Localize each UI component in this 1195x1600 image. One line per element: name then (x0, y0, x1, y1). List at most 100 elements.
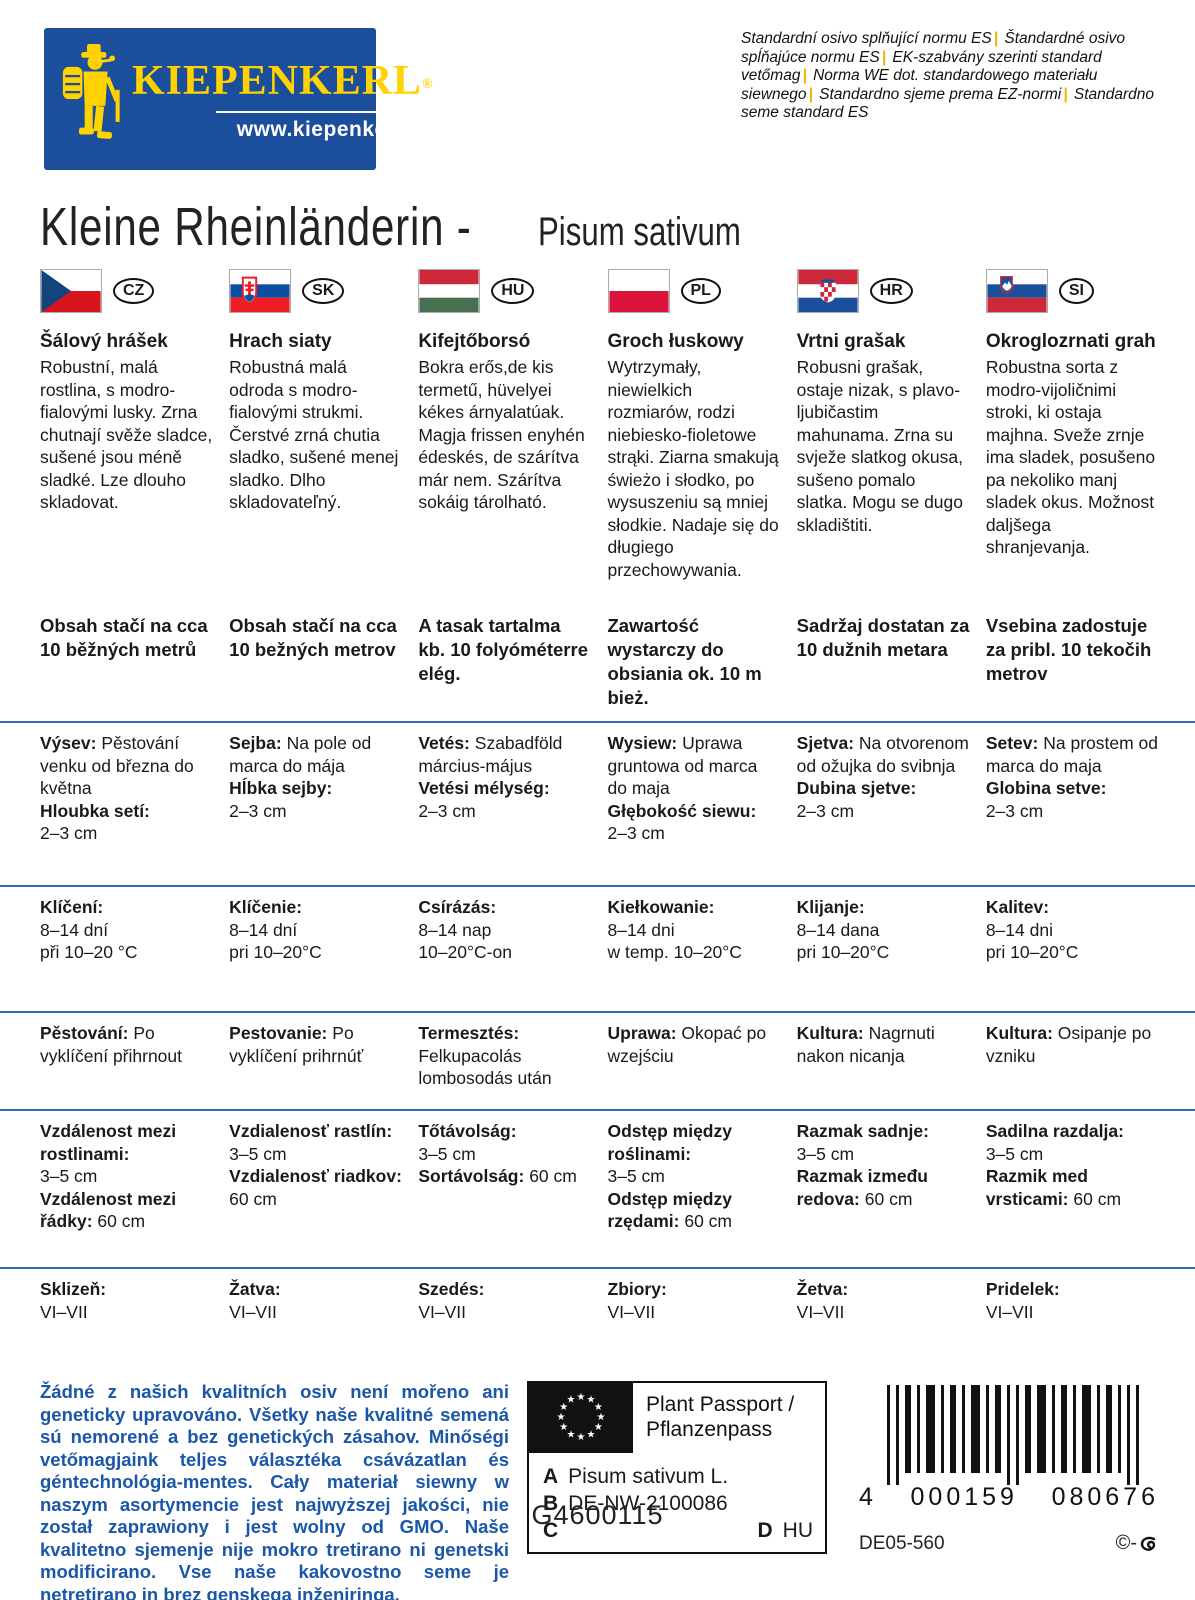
standard-seed-notice: Standardní osivo splňující normu ES | Šta… (741, 30, 1155, 121)
description-band: CZ Šálový hrášek Robustní, malá rostlina… (0, 262, 1195, 605)
spacing-hr: Razmak sadnje: 3–5 cm Razmak između redov… (796, 1121, 929, 1209)
harvest-hr: Žetva: VI–VII (796, 1279, 849, 1322)
header: KIEPENKERL® www.kiepenkerl.de Standardní… (0, 0, 1195, 170)
harvest-band: Sklizeň: VI–VII Žatva: VI–VII Szedés: VI–VI… (0, 1269, 1195, 1347)
spacing-band: Vzdálenost mezi rostlinami: 3–5 cm Vzdále… (0, 1111, 1195, 1269)
country-code-badge: SI (1058, 278, 1094, 304)
country-code-badge: CZ (113, 278, 155, 304)
notice-separator: | (808, 85, 813, 103)
germination-pl: Kiełkowanie: 8–14 dni w temp. 10–20°C (607, 897, 742, 962)
ean-barcode-icon (887, 1385, 1139, 1485)
content-hr: Sadržaj dostatan za 10 dužnih metara (796, 615, 970, 660)
harvest-cz: Sklizeň: VI–VII (40, 1279, 107, 1322)
species-name: Pisum sativum (537, 210, 741, 254)
spacing-cz: Vzdálenost mezi rostlinami: 3–5 cm Vzdále… (40, 1121, 177, 1231)
svg-text:★: ★ (594, 1402, 603, 1413)
sowing-pl: Wysiew: Uprawa gruntowa od marca do maja… (607, 733, 758, 843)
column-hu: HU Kifejtőborsó Bokra erős,de kis termet… (418, 262, 591, 594)
germination-hu: Csírázás: 8–14 nap 10–20°C-on (418, 897, 512, 962)
germination-cz: Klíčení: 8–14 dní při 10–20 °C (40, 897, 138, 962)
harvest-hu: Szedés: VI–VII (418, 1279, 485, 1322)
svg-text:★: ★ (587, 1430, 596, 1441)
article-number: G4600115 (531, 1500, 664, 1530)
country-code-badge: SK (302, 278, 345, 304)
batch-code: DE05-560 (859, 1532, 945, 1554)
passport-row-cd: C D HU (543, 1519, 813, 1542)
harvest-pl: Zbiory: VI–VII (607, 1279, 667, 1322)
svg-text:★: ★ (559, 1402, 568, 1413)
germination-sk: Klíčenie: 8–14 dní pri 10–20°C (229, 897, 322, 962)
svg-text:★: ★ (557, 1412, 566, 1423)
content-hu: A tasak tartalma kb. 10 folyóméterre elé… (418, 615, 588, 684)
passport-row-a: A Pisum sativum L. (543, 1465, 729, 1488)
culture-si: Kultura: Osipanje po vzniku (985, 1023, 1152, 1066)
country-code-badge: HR (869, 278, 913, 304)
passport-title: Plant Passport / Pflanzenpass (646, 1393, 795, 1441)
column-pl: PL Groch łuskowy Wytrzymały, niewielkich… (607, 262, 781, 594)
svg-text:★: ★ (577, 1432, 586, 1443)
kiepenkerl-figure-icon (62, 44, 120, 139)
sowing-band: Výsev: Pěstování venku od března do květ… (0, 723, 1195, 887)
harvest-sk: Žatva: VI–VII (229, 1279, 281, 1322)
svg-text:★: ★ (577, 1392, 586, 1403)
variety-name: Kleine Rheinländerin - (40, 197, 472, 257)
sowing-si: Setev: Na prostem od marca do maja Globi… (985, 733, 1159, 821)
copyright-mark: ©- (1116, 1532, 1159, 1555)
logo-divider (215, 110, 434, 113)
spacing-si: Sadilna razdalja: 3–5 cm Razmik med vrsti… (985, 1121, 1124, 1209)
spacing-sk: Vzdialenosť rastlín: 3–5 cm Vzdialenosť r… (229, 1121, 402, 1209)
country-code-badge: HU (491, 278, 535, 304)
crop-name: Kifejtőborsó (418, 331, 531, 352)
sowing-hu: Vetés: Szabadföld március-május Vetési m… (418, 733, 563, 821)
column-si: SI Okroglozrnati grah Robustna sorta z m… (985, 262, 1159, 594)
flag-hr-icon (796, 269, 859, 313)
crop-name: Šálový hrášek (40, 331, 168, 352)
gmo-statement: Žádné z našich kvalitních osiv není moře… (40, 1381, 509, 1600)
svg-text:★: ★ (567, 1395, 576, 1406)
country-code-badge: PL (680, 278, 721, 304)
content-si: Vsebina zadostuje za pribl. 10 tekočih m… (985, 615, 1152, 684)
flag-pl-icon (607, 269, 670, 313)
barcode-zone: 4 000159 080676 DE05-560 ©- (845, 1381, 1159, 1555)
column-hr: HR Vrtni grašak Robusni grašak, ostaje n… (796, 262, 970, 594)
publisher-logo-icon (1140, 1536, 1156, 1551)
content-band: Obsah stačí na cca 10 běžných metrů Obsa… (0, 605, 1195, 723)
crop-description: Bokra erős,de kis termetű, hüvelyei kéke… (418, 357, 585, 512)
passport-row-b: B DE-NW-2100086 (543, 1492, 728, 1515)
sowing-cz: Výsev: Pěstování venku od března do květ… (40, 733, 194, 843)
content-sk: Obsah stačí na cca 10 bežných metrov (229, 615, 397, 660)
svg-text:★: ★ (559, 1422, 568, 1433)
germination-hr: Klijanje: 8–14 dana pri 10–20°C (796, 897, 890, 962)
spacing-hu: Tőtávolság: 3–5 cm Sortávolság: 60 cm (418, 1121, 577, 1186)
content-pl: Zawartość wystarczy do obsiania ok. 10 m… (607, 615, 762, 708)
flag-sk-icon (229, 269, 292, 313)
culture-hr: Kultura: Nagrnuti nakon nicanja (796, 1023, 935, 1066)
notice-separator: | (802, 67, 807, 84)
notice-separator: | (993, 30, 999, 47)
spacing-pl: Odstęp między roślinami: 3–5 cm Odstęp mi… (607, 1121, 733, 1231)
page-title: Kleine Rheinländerin - Pisum sativum (0, 170, 1195, 262)
crop-description: Robusni grašak, ostaje nizak, s plavo-lj… (796, 357, 964, 535)
culture-sk: Pestovanie: Po vyklíčení prihrnúť (229, 1023, 364, 1066)
crop-name: Vrtni grašak (796, 331, 906, 352)
culture-band: Pěstování: Po vyklíčení přihrnout Pestov… (0, 1013, 1195, 1111)
content-cz: Obsah stačí na cca 10 běžných metrů (40, 615, 208, 660)
crop-description: Robustna sorta z modro-vijoličnimi strok… (985, 357, 1156, 557)
harvest-si: Pridelek: VI–VII (985, 1279, 1060, 1322)
culture-pl: Uprawa: Okopać po wzejściu (607, 1023, 767, 1066)
sowing-hr: Sjetva: Na otvorenom od ožujka do svibnj… (796, 733, 969, 821)
crop-name: Hrach siaty (229, 331, 332, 352)
kiepenkerl-logo: KIEPENKERL® www.kiepenkerl.de (44, 28, 434, 170)
column-cz: CZ Šálový hrášek Robustní, malá rostlina… (40, 262, 213, 594)
crop-description: Robustní, malá rostlina, s modro-fialový… (40, 357, 213, 512)
crop-name: Groch łuskowy (607, 331, 744, 352)
brand-wordmark: KIEPENKERL® (132, 57, 434, 104)
germination-si: Kalitev: 8–14 dni pri 10–20°C (985, 897, 1079, 962)
eu-stars-icon: ★ ★★ ★★★ ★★★ ★★★ (529, 1383, 633, 1453)
bottom-zone: Žádné z našich kvalitních osiv není moře… (0, 1347, 1195, 1600)
culture-hu: Termesztés: Felkupacolás lombosodás után (418, 1023, 552, 1088)
crop-description: Wytrzymały, niewielkich rozmiarów, rodzi… (607, 357, 779, 580)
notice-separator: | (1063, 85, 1068, 103)
svg-text:★: ★ (587, 1395, 596, 1406)
